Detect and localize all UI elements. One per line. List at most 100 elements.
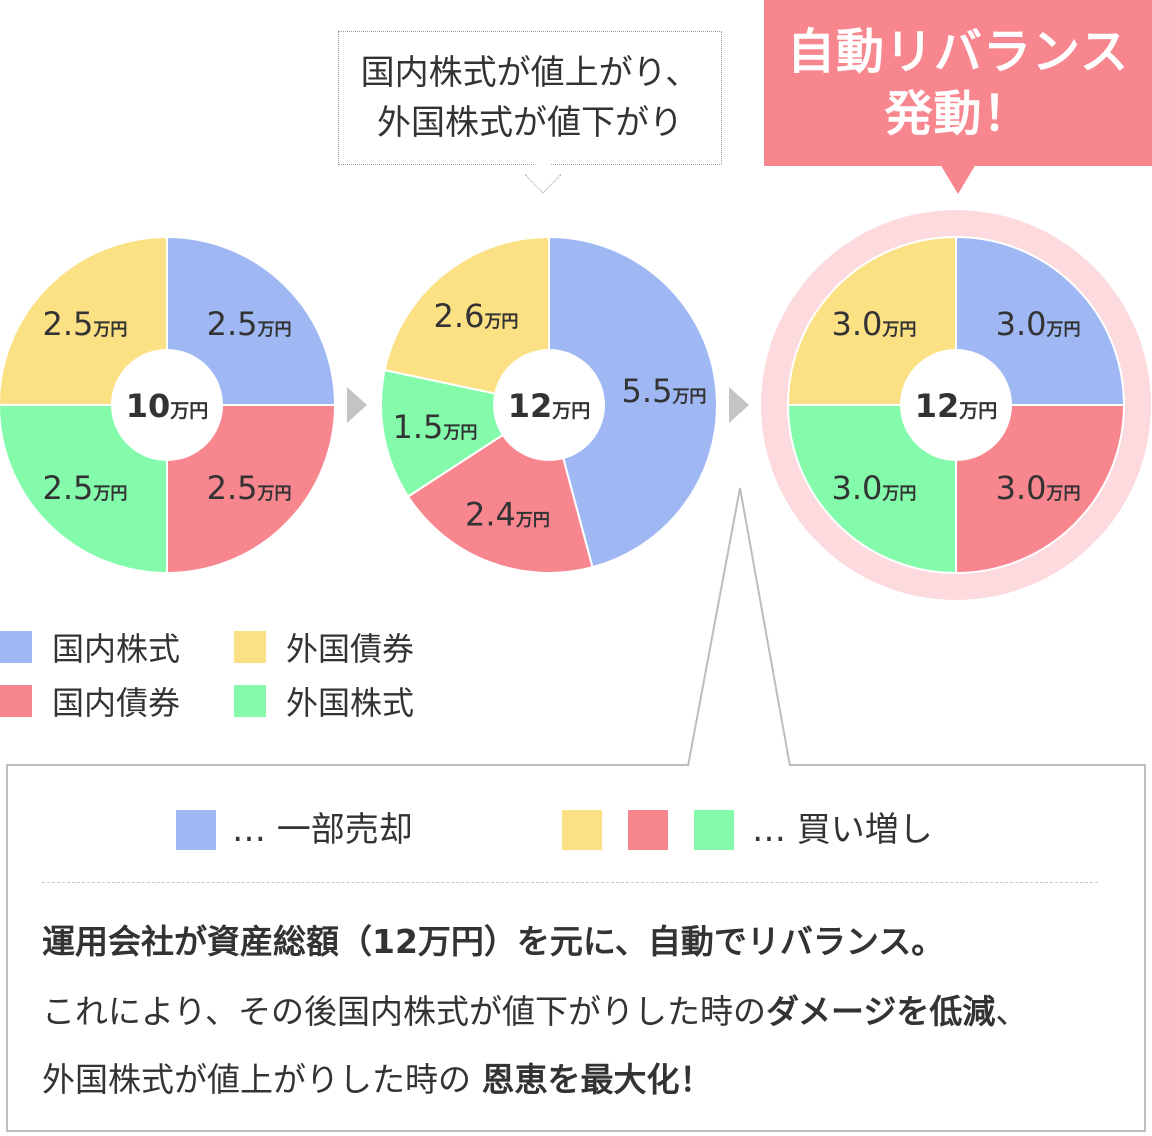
slice-foreign-bond bbox=[786, 235, 957, 406]
slice-domestic-bond bbox=[955, 404, 1126, 575]
slice-value: 2.4 bbox=[465, 495, 516, 533]
legend-item-foreign-stock: 外国株式 bbox=[234, 678, 414, 724]
banner-line-1: 自動リバランス bbox=[786, 24, 1130, 80]
slice-value: 2.5 bbox=[43, 305, 94, 343]
total-unit: 万円 bbox=[551, 400, 590, 422]
slice-unit: 万円 bbox=[92, 320, 127, 340]
description-line-1: 運用会社が資産総額（12万円）を元に、自動でリバランス。 bbox=[42, 922, 945, 961]
legend-item-domestic-stock: 国内株式 bbox=[0, 624, 180, 670]
slice-domestic-stock bbox=[548, 235, 718, 569]
slice-unit: 万円 bbox=[671, 387, 706, 407]
buy-swatch-foreign-bond bbox=[562, 810, 602, 850]
buy-swatch-domestic-bond bbox=[628, 810, 668, 850]
flow-arrow-1 bbox=[347, 387, 367, 423]
slice-domestic-bond bbox=[166, 404, 337, 575]
slice-label-foreign-bond: 2.5万円 bbox=[43, 305, 128, 343]
slice-foreign-bond bbox=[0, 235, 168, 406]
sell-label: … 一部売却 bbox=[232, 810, 413, 850]
flow-arrow-2 bbox=[729, 387, 749, 423]
callout-line-1: 国内株式が値上がり、 bbox=[360, 53, 700, 93]
legend-label-foreign-stock: 外国株式 bbox=[286, 684, 415, 722]
legend-swatch-domestic-stock bbox=[0, 631, 32, 663]
slice-domestic-stock bbox=[166, 235, 337, 406]
total-unit: 万円 bbox=[169, 400, 208, 422]
total-value: 12 bbox=[915, 387, 960, 425]
slice-value: 3.0 bbox=[996, 469, 1047, 507]
description-line-2-comma: 、 bbox=[995, 992, 1029, 1031]
legend-label-domestic-bond: 国内債券 bbox=[52, 684, 181, 722]
damage-reduction-emphasis: ダメージを低減 bbox=[766, 992, 996, 1031]
slice-label-domestic-bond: 2.4万円 bbox=[465, 495, 550, 533]
banner-tail bbox=[940, 164, 976, 194]
legend-item-domestic-bond: 国内債券 bbox=[0, 678, 180, 724]
legend-item-foreign-bond: 外国債券 bbox=[234, 624, 414, 670]
buy-swatch-foreign-stock bbox=[694, 810, 734, 850]
description-line-2-text: これにより、その後国内株式が値下がりした時の bbox=[42, 992, 767, 1031]
slice-value: 3.0 bbox=[996, 305, 1047, 343]
legend-swatch-domestic-bond bbox=[0, 685, 32, 717]
slice-unit: 万円 bbox=[483, 312, 518, 332]
slice-unit: 万円 bbox=[1045, 484, 1080, 504]
slice-unit: 万円 bbox=[442, 423, 477, 443]
slice-value: 3.0 bbox=[832, 469, 883, 507]
slice-foreign-bond bbox=[383, 235, 550, 407]
legend-swatch-foreign-stock bbox=[234, 685, 266, 717]
slice-domestic-stock bbox=[955, 235, 1126, 406]
slice-label-foreign-stock: 1.5万円 bbox=[392, 408, 477, 446]
slice-foreign-stock bbox=[0, 404, 168, 575]
slice-value: 2.6 bbox=[434, 297, 485, 335]
divider bbox=[42, 882, 1098, 883]
auto-rebalance-banner: 自動リバランス 発動！ bbox=[764, 0, 1152, 166]
total-label: 12万円 bbox=[915, 387, 998, 425]
benefit-maximize-emphasis: 恩恵を最大化！ bbox=[481, 1060, 713, 1099]
slice-value: 2.5 bbox=[207, 469, 258, 507]
slice-value: 2.5 bbox=[43, 469, 94, 507]
description-line-3: 外国株式が値上がりした時の 恩恵を最大化！ bbox=[42, 1058, 1132, 1102]
description-line-2: これにより、その後国内株式が値下がりした時のダメージを低減、 bbox=[42, 990, 1132, 1034]
buy-label: … 買い増し bbox=[752, 810, 933, 850]
legend-label-foreign-bond: 外国債券 bbox=[286, 630, 415, 668]
rebalance-actions: … 一部売却 … 買い増し bbox=[0, 808, 1152, 852]
slice-label-domestic-bond: 3.0万円 bbox=[996, 469, 1081, 507]
donut-hole bbox=[900, 349, 1012, 461]
banner-line-2: 発動！ bbox=[884, 86, 1032, 142]
total-value: 12 bbox=[508, 387, 553, 425]
legend-label-domestic-stock: 国内株式 bbox=[52, 630, 181, 668]
legend-swatch-foreign-bond bbox=[234, 631, 266, 663]
total-label: 12万円 bbox=[508, 387, 591, 425]
slice-value: 3.0 bbox=[832, 305, 883, 343]
slice-unit: 万円 bbox=[92, 484, 127, 504]
slice-label-foreign-bond: 2.6万円 bbox=[434, 297, 519, 335]
slice-unit: 万円 bbox=[881, 484, 916, 504]
market-change-callout: 国内株式が値上がり、 外国株式が値下がり bbox=[338, 31, 722, 165]
slice-unit: 万円 bbox=[256, 484, 291, 504]
slice-label-foreign-bond: 3.0万円 bbox=[832, 305, 917, 343]
slice-unit: 万円 bbox=[256, 320, 291, 340]
donut-hole bbox=[493, 349, 605, 461]
slice-unit: 万円 bbox=[515, 510, 550, 530]
slice-label-domestic-stock: 5.5万円 bbox=[622, 372, 707, 410]
donut-hole bbox=[111, 349, 223, 461]
slice-unit: 万円 bbox=[881, 320, 916, 340]
total-label: 10万円 bbox=[126, 387, 209, 425]
slice-value: 5.5 bbox=[622, 372, 673, 410]
callout-line-2: 外国株式が値下がり bbox=[377, 103, 683, 143]
legend: 国内株式 国内債券 外国債券 外国株式 bbox=[0, 622, 460, 722]
slice-foreign-stock bbox=[786, 404, 957, 575]
sell-swatch-domestic-stock bbox=[176, 810, 216, 850]
total-value: 10 bbox=[126, 387, 171, 425]
slice-value: 1.5 bbox=[392, 408, 443, 446]
slice-label-domestic-stock: 2.5万円 bbox=[207, 305, 292, 343]
slice-value: 2.5 bbox=[207, 305, 258, 343]
slice-label-foreign-stock: 2.5万円 bbox=[43, 469, 128, 507]
total-unit: 万円 bbox=[958, 400, 997, 422]
description-line-3-text: 外国株式が値上がりした時の bbox=[42, 1060, 482, 1099]
donut-charts: 2.5万円2.5万円2.5万円2.5万円10万円5.5万円2.4万円1.5万円2… bbox=[0, 210, 1151, 600]
slice-label-foreign-stock: 3.0万円 bbox=[832, 469, 917, 507]
slice-label-domestic-bond: 2.5万円 bbox=[207, 469, 292, 507]
slice-label-domestic-stock: 3.0万円 bbox=[996, 305, 1081, 343]
slice-unit: 万円 bbox=[1045, 320, 1080, 340]
